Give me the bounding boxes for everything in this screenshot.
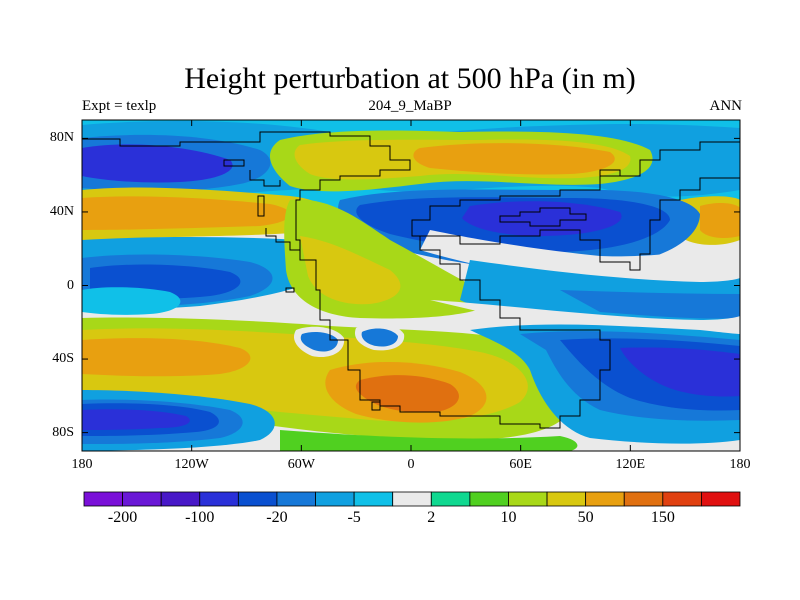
colorbar-swatch xyxy=(122,491,162,507)
colorbar-swatch xyxy=(160,491,201,507)
x-tick-label: 180 xyxy=(71,457,93,472)
colorbar-swatch xyxy=(585,491,625,507)
x-tick-label: 60W xyxy=(287,457,315,472)
colorbar-swatch xyxy=(701,491,741,507)
colorbar-label: 150 xyxy=(650,509,675,526)
colorbar-swatch xyxy=(546,491,587,507)
y-tick-label: 0 xyxy=(67,277,74,293)
x-tick-label: 120E xyxy=(615,457,646,472)
colorbar-swatch xyxy=(662,491,702,507)
colorbar-swatch xyxy=(353,491,394,507)
colorbar-label: 50 xyxy=(577,509,594,526)
coastline xyxy=(82,131,740,429)
colorbar-swatch xyxy=(199,491,239,507)
case-label: 204_9_MaBP xyxy=(368,98,452,114)
y-tick-label: 40S xyxy=(52,351,74,367)
x-tick-label: 60E xyxy=(509,457,532,472)
colorbar-label: -200 xyxy=(107,509,138,526)
chart-title: Height perturbation at 500 hPa (in m) xyxy=(184,62,636,95)
colorbar-swatch xyxy=(430,491,471,507)
experiment-label: Expt = texlp xyxy=(82,98,157,114)
x-tick-label: 0 xyxy=(407,457,415,472)
colorbar-label: -20 xyxy=(266,509,288,526)
colorbar-label: 10 xyxy=(500,509,517,526)
x-tick-label: 180 xyxy=(729,457,751,472)
y-tick-label: 80S xyxy=(52,424,74,440)
axis-ticks xyxy=(81,120,741,451)
colorbar-label: -100 xyxy=(185,509,215,526)
colorbar-swatch xyxy=(83,491,123,507)
colorbar-label: -5 xyxy=(347,509,361,526)
x-tick-label: 120W xyxy=(174,457,209,472)
colorbar-swatch xyxy=(623,491,664,507)
colorbar xyxy=(83,491,741,507)
colorbar-swatch xyxy=(392,491,432,507)
colorbar-swatch xyxy=(508,491,548,507)
colorbar-swatch xyxy=(469,491,509,507)
colorbar-swatch xyxy=(276,491,316,507)
colorbar-label: 2 xyxy=(427,509,436,526)
colorbar-swatch xyxy=(315,491,355,507)
colorbar-swatch xyxy=(237,491,278,507)
y-tick-label: 40N xyxy=(49,203,74,219)
contour-fill xyxy=(82,120,740,451)
y-tick-label: 80N xyxy=(49,130,74,146)
season-label: ANN xyxy=(709,98,743,114)
